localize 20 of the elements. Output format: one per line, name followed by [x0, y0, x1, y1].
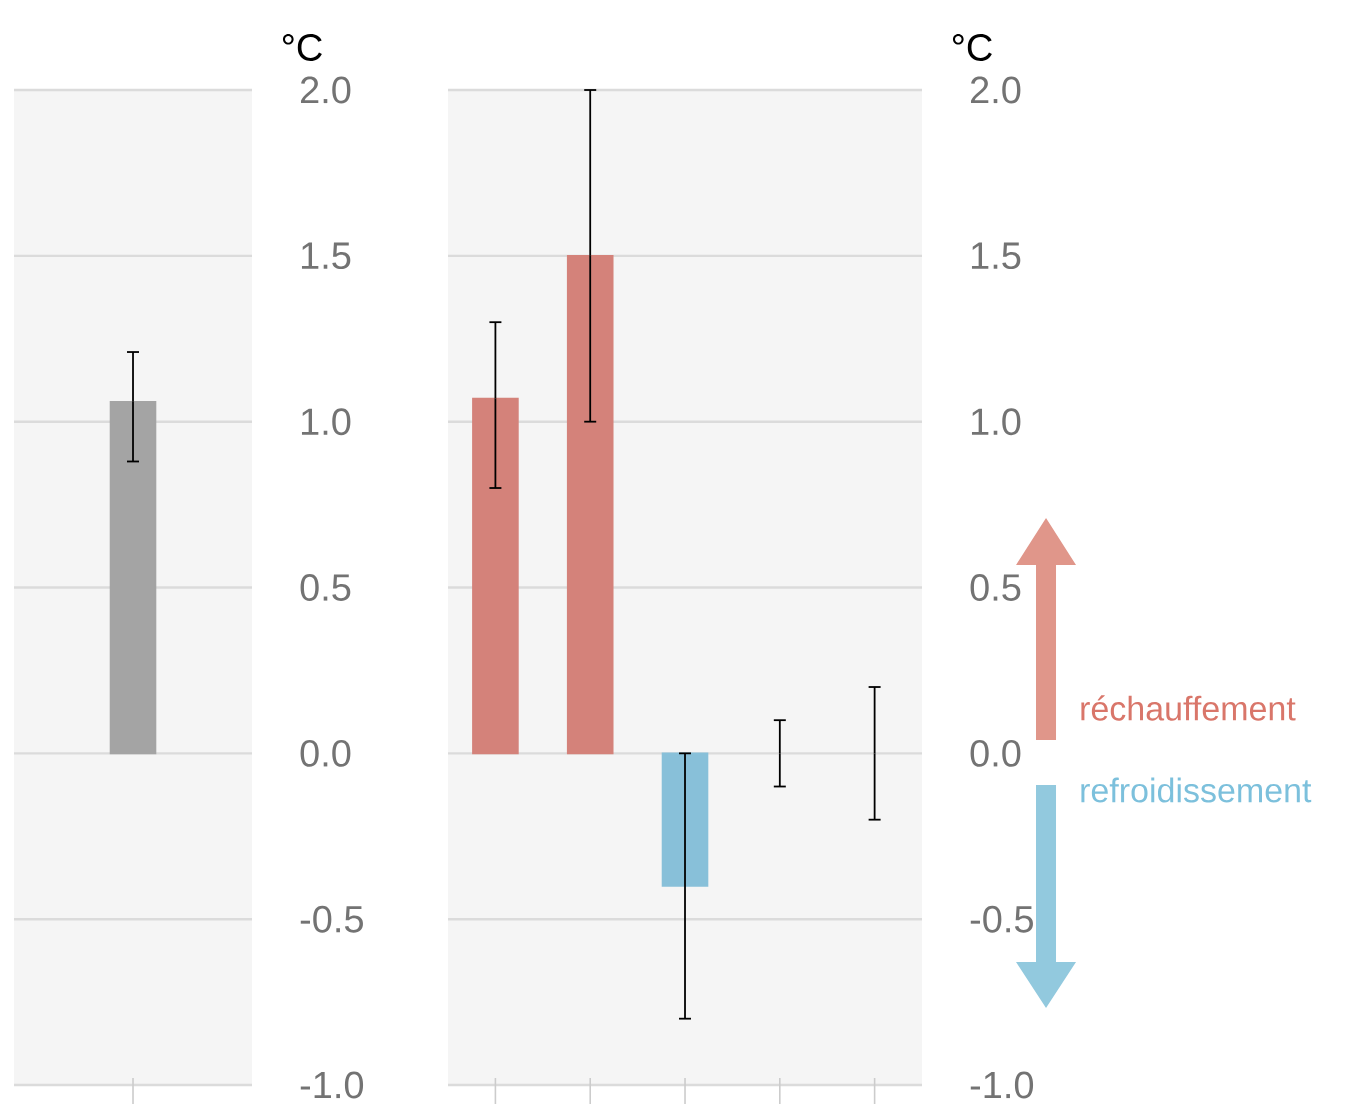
- y-tick-label: 2.0: [971, 76, 1021, 104]
- y-tick-label: 1.0: [301, 408, 351, 436]
- y-tick-label: 1.0: [971, 408, 1021, 436]
- y-tick-label: 0.0: [300, 739, 351, 767]
- y-tick-label: 0.5: [300, 574, 351, 601]
- y-axis-title: °C: [282, 34, 322, 61]
- y-tick-label: -1.0: [300, 1071, 364, 1099]
- y-tick-label: -1.0: [970, 1071, 1034, 1099]
- bar: [566, 255, 614, 755]
- text: réchauffement: [1081, 695, 1296, 721]
- y-tick-label: 1.5: [301, 242, 351, 270]
- y-tick-label: 2.0: [301, 76, 351, 104]
- y-tick-label: 0.5: [970, 574, 1021, 601]
- text: refroidissement: [1081, 777, 1312, 803]
- y-tick-label: -0.5: [970, 905, 1033, 933]
- y-tick-label: 0.0: [970, 739, 1021, 767]
- bar: [472, 397, 519, 755]
- y-tick-label: 1.5: [971, 242, 1021, 270]
- y-tick-label: -0.5: [300, 905, 363, 933]
- y-axis-title: °C: [952, 34, 992, 61]
